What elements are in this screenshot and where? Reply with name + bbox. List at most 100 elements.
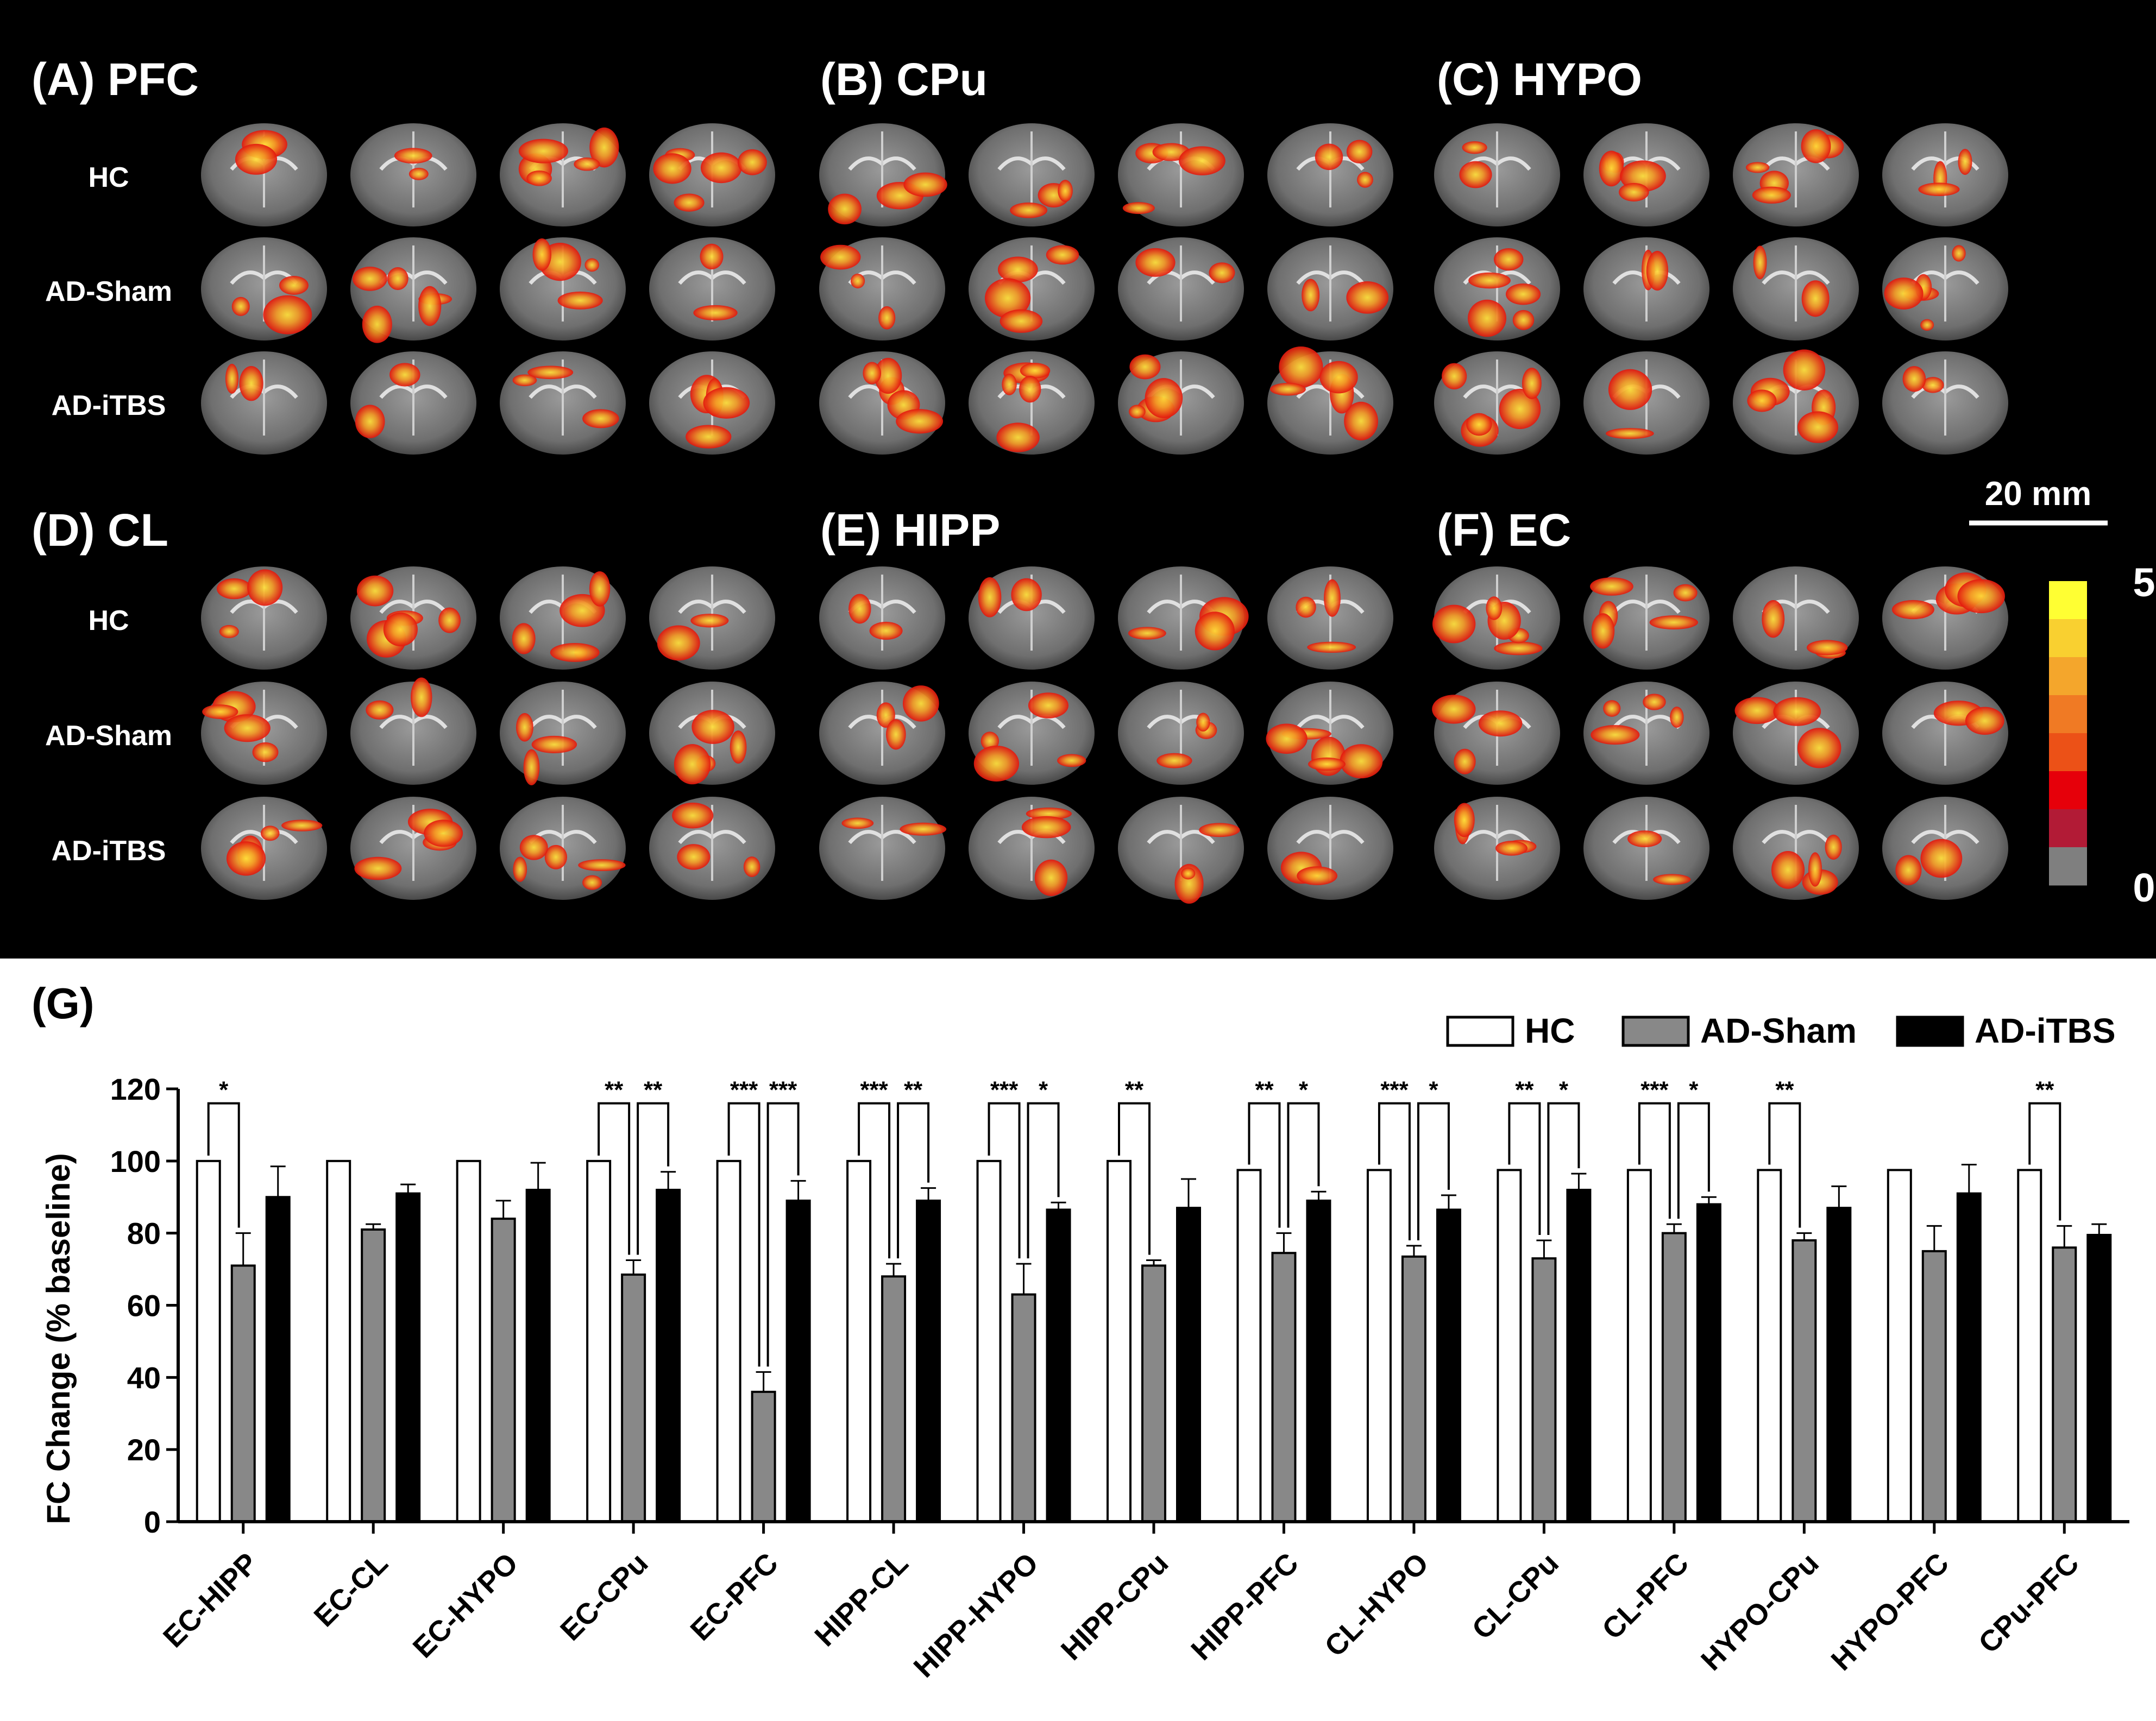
brain-map-panels: (A) PFC (B) CPu (C) HYPO (D) CL (E) HIPP (F) … — [32, 54, 2155, 910]
ad-sham-bar — [1271, 1252, 1297, 1523]
group-row-label: HC — [88, 162, 129, 193]
hc-bar — [456, 1159, 481, 1523]
legend-label: AD-iTBS — [1975, 1011, 2116, 1050]
brain-panel-label: (F) EC — [1437, 505, 1571, 556]
brain-slice — [649, 797, 775, 900]
ad-itbs-bar — [1046, 1208, 1071, 1523]
brain-panel-label: (D) CL — [32, 505, 168, 556]
brain-slice — [1882, 237, 2008, 341]
brain-slice — [1434, 351, 1560, 455]
legend-label: HC — [1525, 1011, 1575, 1050]
brain-slice — [1118, 123, 1244, 226]
brain-slice — [1583, 682, 1709, 785]
ad-itbs-bar — [916, 1199, 941, 1523]
fc-bar-chart: (G) FC Change (% baseline) HC AD-Sham AD-i… — [0, 959, 2156, 1718]
colorbar-max-label: 5 — [2133, 560, 2155, 605]
brain-slice — [649, 566, 775, 670]
brain-slice — [969, 351, 1095, 455]
brain-slice — [649, 237, 775, 341]
x-tick-label: HIPP-HYPO — [908, 1547, 1045, 1684]
y-tick-label: 80 — [127, 1216, 161, 1251]
brain-slice — [1882, 797, 2008, 900]
brain-slice — [201, 797, 327, 900]
significance-label: ** — [605, 1077, 624, 1104]
ad-sham-bar — [1011, 1293, 1036, 1523]
ad-itbs-bar — [395, 1192, 421, 1523]
x-tick-label: EC-CPu — [554, 1547, 655, 1647]
brain-slice — [819, 123, 947, 226]
brain-slice — [969, 237, 1095, 341]
y-tick-label: 20 — [127, 1433, 161, 1467]
brain-slice — [350, 566, 476, 670]
y-tick-label: 60 — [127, 1289, 161, 1323]
colorbar-cell — [2049, 581, 2087, 620]
x-tick-label: CPu-PFC — [1972, 1547, 2085, 1660]
x-tick-label: HIPP-CL — [808, 1547, 914, 1653]
hc-bar — [1887, 1169, 1912, 1523]
significance-label: *** — [1640, 1077, 1669, 1104]
x-tick-label: CL-CPu — [1466, 1547, 1564, 1646]
hc-bar — [716, 1159, 741, 1523]
ad-sham-bar — [1401, 1255, 1426, 1523]
brain-slice — [1434, 123, 1560, 226]
hc-bar — [1236, 1169, 1262, 1523]
significance-label: * — [1039, 1077, 1048, 1104]
significance-bracket: *** — [1638, 1077, 1671, 1219]
brain-slice — [201, 566, 327, 670]
brain-slice — [1882, 682, 2008, 785]
brain-slice — [819, 237, 945, 341]
ad-itbs-bar — [1436, 1208, 1461, 1523]
y-tick-label: 40 — [127, 1360, 161, 1395]
brain-slice — [1267, 566, 1393, 670]
brain-slice — [649, 351, 775, 455]
x-tick-label: EC-HYPO — [407, 1547, 524, 1664]
ad-sham-bar — [881, 1275, 907, 1523]
brain-slice — [1583, 797, 1709, 900]
brain-slice — [1583, 123, 1709, 226]
significance-label: * — [1429, 1077, 1438, 1104]
ad-itbs-bar — [1956, 1192, 1982, 1523]
brain-slice — [1583, 566, 1709, 670]
legend-ad-sham: AD-Sham — [1621, 1011, 1857, 1050]
significance-label: ** — [904, 1077, 923, 1104]
significance-label: *** — [1380, 1077, 1409, 1104]
brain-slice — [969, 566, 1095, 670]
ad-sham-bar — [230, 1264, 256, 1523]
y-tick-label: 100 — [110, 1144, 161, 1178]
brain-panel-label: (A) PFC — [32, 54, 199, 105]
ad-itbs-bar — [1306, 1199, 1331, 1523]
group-row-label: AD-Sham — [45, 720, 172, 752]
y-tick-label: 0 — [144, 1505, 161, 1539]
hc-bar — [586, 1159, 612, 1523]
significance-label: ** — [644, 1077, 663, 1104]
group-row-label: AD-Sham — [45, 276, 172, 307]
colorbar-cell — [2049, 847, 2087, 886]
significance-label: ** — [1125, 1077, 1144, 1104]
hc-bar — [1497, 1169, 1522, 1523]
colorbar-cell — [2049, 771, 2087, 810]
brain-slice — [1118, 682, 1244, 785]
brain-slice — [1882, 351, 2008, 455]
brain-slice — [1267, 123, 1393, 226]
significance-bracket: ** — [637, 1077, 670, 1255]
hc-bar — [326, 1159, 351, 1523]
legend-ad-itbs: AD-iTBS — [1896, 1011, 2116, 1050]
brain-slice — [1733, 237, 1859, 341]
significance-label: * — [1689, 1077, 1699, 1104]
significance-bracket: * — [1547, 1077, 1580, 1235]
scale-bar-label: 20 mm — [1985, 475, 2091, 513]
brain-slice — [819, 682, 945, 785]
brain-slice — [350, 351, 476, 455]
significance-label: *** — [860, 1077, 888, 1104]
legend-hc: HC — [1446, 1011, 1575, 1050]
brain-slice — [1733, 682, 1859, 785]
brain-slice — [819, 351, 945, 455]
significance-bracket: * — [1287, 1077, 1320, 1228]
x-tick-label: EC-HIPP — [157, 1547, 264, 1654]
brain-slice — [1434, 237, 1560, 341]
brain-slice — [350, 237, 476, 343]
hc-bar — [2017, 1169, 2042, 1523]
significance-label: *** — [769, 1077, 797, 1104]
brain-slice — [500, 682, 626, 785]
significance-bracket: ** — [598, 1077, 631, 1255]
